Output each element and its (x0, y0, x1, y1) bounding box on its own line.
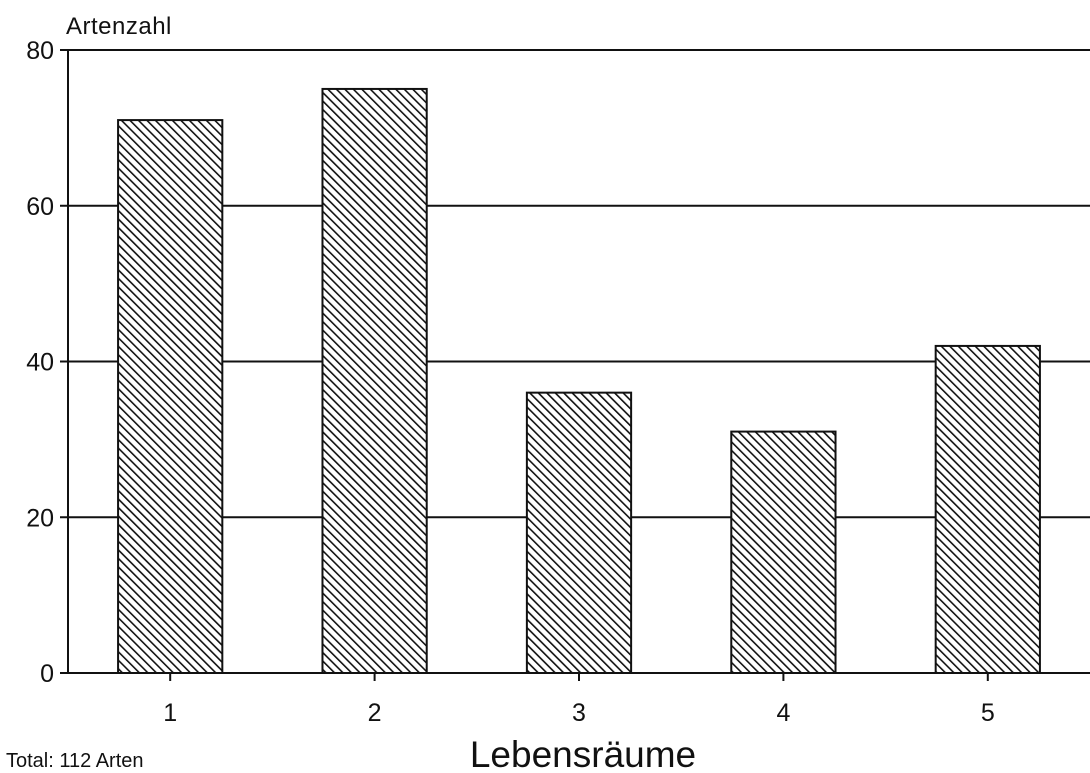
bar-2 (321, 87, 428, 674)
bar-3 (525, 391, 633, 674)
y-tick-label-20: 20 (26, 504, 54, 532)
x-tick-label-1: 1 (163, 699, 177, 727)
gridlines (60, 49, 1090, 674)
bar-1 (117, 119, 224, 674)
x-tick-label-2: 2 (368, 699, 382, 727)
y-tick-label-80: 80 (26, 37, 54, 65)
y-tick-label-0: 0 (40, 660, 54, 688)
x-axis-title: Lebensräume (470, 734, 696, 773)
bars (117, 87, 1041, 674)
total-note: Total: 112 Arten (6, 750, 144, 772)
x-tick-label-5: 5 (981, 699, 995, 727)
x-tick-labels: 1 2 3 4 5 (163, 673, 995, 727)
bar-5 (934, 344, 1041, 674)
y-tick-label-60: 60 (26, 193, 54, 221)
x-tick-label-4: 4 (776, 699, 790, 727)
x-tick-label-3: 3 (572, 699, 586, 727)
y-axis-title: Artenzahl (66, 13, 172, 40)
y-tick-labels: 0 20 40 60 80 (26, 37, 54, 688)
bar-4 (730, 430, 837, 674)
y-tick-label-40: 40 (26, 349, 54, 377)
